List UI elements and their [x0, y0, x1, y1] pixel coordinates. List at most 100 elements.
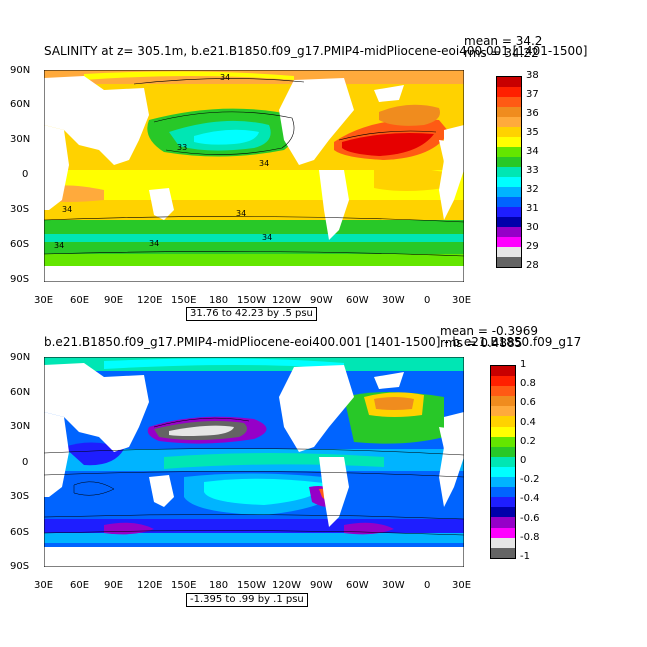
panel2-colorbar	[490, 365, 516, 559]
p2-lon-tick: 120E	[137, 580, 163, 591]
colorbar-swatch	[497, 77, 521, 87]
p1-lon-tick: 120W	[272, 295, 301, 306]
p2-lat-tick: 30N	[10, 421, 31, 432]
p1-contour-label: 34	[54, 241, 64, 250]
panel2-title: b.e21.B1850.f09_g17.PMIP4-midPliocene-eo…	[44, 335, 582, 349]
colorbar-swatch	[491, 507, 515, 518]
p1-lat-tick: 30N	[10, 134, 31, 145]
colorbar-swatch	[497, 157, 521, 167]
colorbar-swatch	[497, 137, 521, 147]
colorbar-swatch	[491, 416, 515, 427]
colorbar-swatch	[491, 406, 515, 417]
p2-lat-tick: 90S	[10, 561, 30, 572]
panel1-map: 34 33 34 34 34 34 34 34	[44, 70, 464, 282]
colorbar-swatch	[497, 257, 521, 267]
p1-lon-tick: 90W	[310, 295, 333, 306]
p1-lon-tick: 30W	[382, 295, 405, 306]
colorbar-label: 0	[520, 455, 527, 466]
p2-lon-tick: 0	[424, 580, 431, 591]
p2-lon-tick: 30W	[382, 580, 405, 591]
p1-lon-tick: 150E	[171, 295, 197, 306]
colorbar-swatch	[497, 217, 521, 227]
p1-lat-tick: 30S	[10, 204, 30, 215]
colorbar-swatch	[491, 517, 515, 528]
colorbar-label: -0.2	[520, 474, 540, 486]
colorbar-label: 31	[526, 203, 539, 214]
panel1-range-note: 31.76 to 42.23 by .5 psu	[186, 307, 317, 321]
p1-lon-tick: 0	[424, 295, 431, 306]
colorbar-swatch	[497, 107, 521, 117]
colorbar-swatch	[497, 167, 521, 177]
p2-lat-tick: 30S	[10, 491, 30, 502]
colorbar-swatch	[497, 147, 521, 157]
p1-lon-tick: 180	[209, 295, 229, 306]
colorbar-swatch	[497, 127, 521, 137]
p1-contour-label: 34	[149, 239, 159, 248]
panel2-map	[44, 357, 464, 567]
p1-contour-label: 33	[177, 143, 187, 152]
colorbar-label: 30	[526, 222, 539, 233]
colorbar-label: 29	[526, 241, 539, 252]
colorbar-swatch	[491, 477, 515, 488]
colorbar-label: 0.4	[520, 416, 536, 428]
colorbar-swatch	[491, 527, 515, 538]
p2-lat-tick: 90N	[10, 352, 31, 363]
panel1-mean: mean = 34.2	[464, 34, 543, 48]
panel1-colorbar	[496, 76, 522, 268]
p1-contour-label: 34	[236, 209, 246, 218]
p1-lon-tick: 60W	[346, 295, 369, 306]
colorbar-swatch	[491, 537, 515, 548]
colorbar-label: -0.6	[520, 512, 540, 524]
p1-lon-tick: 30E	[34, 295, 54, 306]
p1-contour-label: 34	[62, 205, 72, 214]
p1-lat-tick: 0	[22, 169, 29, 180]
panel1-rms: rms = 34.22	[464, 46, 539, 60]
colorbar-label: 32	[526, 184, 539, 195]
p2-lon-tick: 150E	[171, 580, 197, 591]
colorbar-swatch	[497, 247, 521, 257]
colorbar-label: 0.6	[520, 397, 536, 409]
p1-lat-tick: 60N	[10, 99, 31, 110]
p1-lon-tick: 30E	[452, 295, 472, 306]
colorbar-swatch	[491, 466, 515, 478]
panel2-range-note: -1.395 to .99 by .1 psu	[186, 593, 308, 607]
colorbar-label: 28	[526, 260, 539, 271]
colorbar-swatch	[491, 426, 515, 437]
colorbar-swatch	[491, 487, 515, 498]
p1-contour-label: 34	[220, 73, 230, 82]
colorbar-label: 38	[526, 70, 539, 81]
panel2-mean: mean = -0.3969	[440, 324, 539, 338]
p2-lat-tick: 60N	[10, 387, 31, 398]
colorbar-swatch	[491, 396, 515, 407]
colorbar-swatch	[491, 376, 515, 387]
colorbar-swatch	[497, 237, 521, 247]
p1-lon-tick: 150W	[237, 295, 266, 306]
colorbar-swatch	[497, 207, 521, 217]
colorbar-swatch	[497, 97, 521, 107]
p2-lon-tick: 180	[209, 580, 229, 591]
colorbar-swatch	[491, 547, 515, 558]
colorbar-label: 0.8	[520, 378, 536, 390]
p1-lat-tick: 60S	[10, 239, 30, 250]
p1-lon-tick: 60E	[70, 295, 90, 306]
p2-lon-tick: 60W	[346, 580, 369, 591]
p1-lat-tick: 90N	[10, 65, 31, 76]
colorbar-swatch	[497, 87, 521, 97]
colorbar-label: -0.4	[520, 493, 540, 505]
p2-lat-tick: 0	[22, 457, 29, 468]
colorbar-label: 1	[520, 359, 527, 370]
colorbar-swatch	[497, 197, 521, 207]
panel2-rms: rms = 0.4885	[440, 336, 523, 350]
p2-lon-tick: 150W	[237, 580, 266, 591]
colorbar-swatch	[491, 386, 515, 397]
colorbar-swatch	[497, 117, 521, 127]
p1-contour-label: 34	[262, 233, 272, 242]
colorbar-swatch	[497, 177, 521, 187]
colorbar-label: 33	[526, 165, 539, 176]
colorbar-label: 36	[526, 108, 539, 119]
colorbar-label: -1	[520, 551, 530, 562]
colorbar-label: 37	[526, 89, 539, 100]
p2-lon-tick: 30E	[452, 580, 472, 591]
colorbar-swatch	[491, 456, 515, 467]
p1-contour-label: 34	[259, 159, 269, 168]
